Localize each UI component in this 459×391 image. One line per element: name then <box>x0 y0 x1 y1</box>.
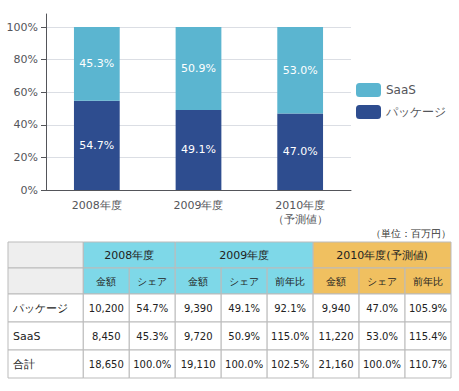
svg-text:パッケージ: パッケージ <box>385 105 446 119</box>
svg-text:（単位：百万円）: （単位：百万円） <box>371 228 451 239</box>
svg-text:20%: 20% <box>14 151 38 164</box>
svg-text:60%: 60% <box>14 86 38 99</box>
svg-text:50.9%: 50.9% <box>181 62 216 75</box>
svg-text:シェア: シェア <box>229 276 259 287</box>
svg-text:9,720: 9,720 <box>184 331 213 342</box>
svg-text:SaaS: SaaS <box>386 83 416 97</box>
svg-text:9,940: 9,940 <box>322 303 351 314</box>
svg-text:パッケージ: パッケージ <box>12 302 68 315</box>
svg-text:9,390: 9,390 <box>184 303 213 314</box>
svg-text:45.3%: 45.3% <box>136 331 168 342</box>
svg-text:100.0%: 100.0% <box>363 359 401 370</box>
svg-text:シェア: シェア <box>137 276 167 287</box>
svg-text:シェア: シェア <box>367 276 397 287</box>
svg-text:92.1%: 92.1% <box>274 303 306 314</box>
svg-text:100%: 100% <box>7 21 38 34</box>
svg-text:45.3%: 45.3% <box>79 57 114 70</box>
svg-text:2008年度: 2008年度 <box>72 199 122 212</box>
svg-text:金額: 金額 <box>188 276 208 287</box>
svg-text:100.0%: 100.0% <box>225 359 263 370</box>
svg-text:50.9%: 50.9% <box>228 331 260 342</box>
svg-text:2008年度: 2008年度 <box>104 249 154 262</box>
svg-text:54.7%: 54.7% <box>136 303 168 314</box>
svg-text:金額: 金額 <box>96 276 116 287</box>
svg-text:40%: 40% <box>14 118 38 131</box>
svg-text:21,160: 21,160 <box>319 359 354 370</box>
svg-text:54.7%: 54.7% <box>79 139 114 152</box>
svg-text:金額: 金額 <box>326 276 346 287</box>
svg-text:0%: 0% <box>21 184 38 197</box>
svg-text:53.0%: 53.0% <box>283 64 318 77</box>
svg-text:SaaS: SaaS <box>13 330 40 343</box>
svg-text:115.4%: 115.4% <box>409 331 447 342</box>
svg-text:合計: 合計 <box>13 358 35 371</box>
svg-text:100.0%: 100.0% <box>133 359 171 370</box>
svg-text:11,220: 11,220 <box>319 331 354 342</box>
svg-text:47.0%: 47.0% <box>283 145 318 158</box>
svg-text:102.5%: 102.5% <box>271 359 309 370</box>
svg-text:2010年度: 2010年度 <box>275 199 325 212</box>
svg-text:80%: 80% <box>14 53 38 66</box>
svg-text:105.9%: 105.9% <box>409 303 447 314</box>
svg-text:110.7%: 110.7% <box>409 359 447 370</box>
svg-text:19,110: 19,110 <box>181 359 216 370</box>
svg-text:8,450: 8,450 <box>92 331 121 342</box>
svg-text:前年比: 前年比 <box>275 276 305 287</box>
svg-text:47.0%: 47.0% <box>366 303 398 314</box>
svg-text:53.0%: 53.0% <box>366 331 398 342</box>
svg-text:（予測値）: （予測値） <box>273 213 328 226</box>
svg-text:18,650: 18,650 <box>89 359 124 370</box>
svg-text:10,200: 10,200 <box>89 303 124 314</box>
svg-text:2009年度: 2009年度 <box>174 199 224 212</box>
svg-text:115.0%: 115.0% <box>271 331 309 342</box>
svg-text:前年比: 前年比 <box>413 276 443 287</box>
svg-text:2009年度: 2009年度 <box>219 249 269 262</box>
svg-text:49.1%: 49.1% <box>228 303 260 314</box>
svg-text:2010年度(予測値): 2010年度(予測値) <box>336 249 428 262</box>
svg-text:49.1%: 49.1% <box>181 143 216 156</box>
